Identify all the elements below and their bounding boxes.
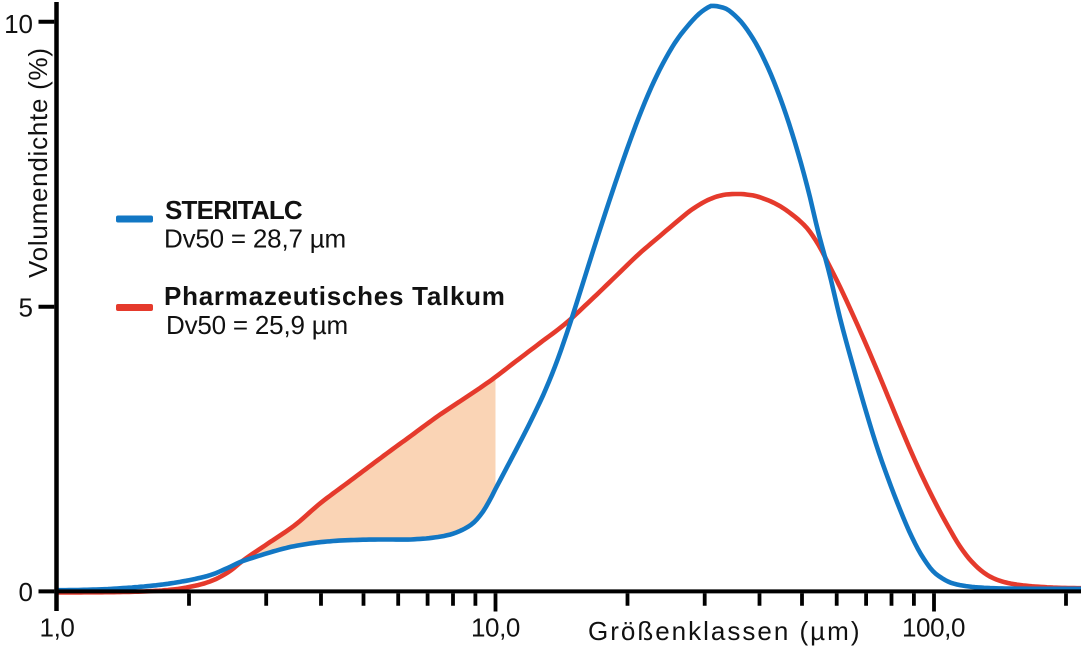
svg-text:10: 10 xyxy=(4,9,33,39)
svg-text:1,0: 1,0 xyxy=(40,613,75,643)
svg-text:5: 5 xyxy=(19,292,33,322)
svg-text:Dv50 = 25,9 µm: Dv50 = 25,9 µm xyxy=(166,310,348,340)
svg-text:10,0: 10,0 xyxy=(471,613,520,643)
svg-text:Volumendichte (%): Volumendichte (%) xyxy=(23,47,53,278)
svg-text:Dv50 = 28,7 µm: Dv50 = 28,7 µm xyxy=(164,224,346,254)
svg-text:Pharmazeutisches Talkum: Pharmazeutisches Talkum xyxy=(164,281,506,311)
svg-text:100,0: 100,0 xyxy=(902,613,965,643)
svg-text:STERITALC: STERITALC xyxy=(165,195,303,225)
svg-text:0: 0 xyxy=(19,577,33,607)
svg-text:Größenklassen (µm): Größenklassen (µm) xyxy=(588,616,861,646)
